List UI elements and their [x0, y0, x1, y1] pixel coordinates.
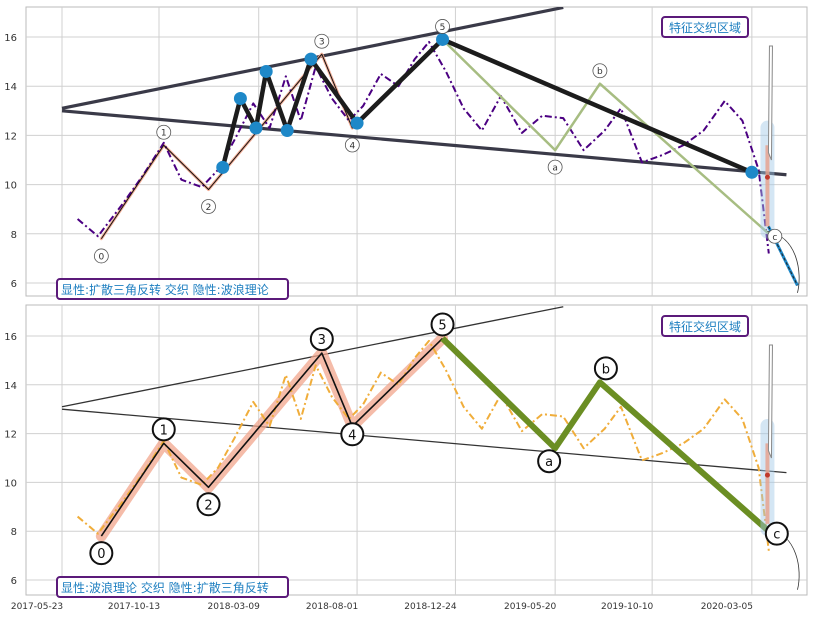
bottom-callout-arrow: [767, 344, 773, 459]
top-callout-arrow: [767, 45, 773, 161]
top-triangle-point: [304, 52, 318, 66]
bottom-wave-label-circle: [537, 449, 562, 474]
top-wave-label: 2: [206, 203, 212, 213]
top-y-tick-label: 10: [4, 181, 17, 192]
top-y-tick-label: 16: [4, 33, 17, 44]
top-wave-label: a: [552, 164, 558, 174]
bottom-zone-label-box: [661, 315, 749, 337]
top-wave-label: 5: [440, 23, 446, 33]
bottom-wave-label: 1: [160, 423, 168, 438]
bottom-wave-label: 2: [204, 498, 212, 513]
bottom-abc-line: [440, 336, 771, 534]
top-caption: 显性:扩散三角反转 交织 隐性:波浪理论: [61, 282, 269, 297]
x-tick-label: 2018-08-01: [306, 602, 358, 612]
x-tick-label: 2018-03-09: [208, 602, 261, 612]
bottom-caption: 显性:波浪理论 交织 隐性:扩散三角反转: [61, 580, 269, 595]
bottom-wave-label-circle: [151, 417, 176, 442]
top-wave-label: c: [772, 233, 777, 243]
top-wave-label-circle: [93, 248, 109, 264]
bottom-wave-label-circle: [764, 521, 789, 546]
top-triangle-point: [350, 116, 364, 130]
top-triangle-point: [745, 165, 759, 179]
top-wave-label: b: [597, 67, 603, 77]
x-tick-label: 2019-10-10: [601, 602, 654, 612]
top-triangle-point: [259, 64, 273, 78]
x-tick-label: 2020-03-05: [701, 602, 753, 612]
top-y-tick-label: 12: [4, 131, 17, 142]
top-triangle-point: [249, 121, 263, 135]
top-wave-label-circle: [435, 19, 450, 34]
top-trend-line-lower: [61, 109, 787, 177]
top-triangle-point: [436, 32, 450, 46]
bottom-zone-dot: [764, 472, 770, 478]
x-tick-label: 2019-05-20: [504, 602, 557, 612]
bottom-wave-label-circle: [593, 356, 618, 381]
bottom-y-tick-label: 12: [4, 430, 17, 441]
top-wave-label: 0: [98, 252, 104, 262]
bottom-plot-area: 0 1 2 3 4 5 a b c: [61, 306, 800, 590]
top-y-tick-label: 6: [11, 279, 17, 290]
bottom-wave-label-circle: [309, 327, 334, 352]
top-price-series: [76, 40, 770, 254]
top-abc-line: [441, 38, 770, 235]
bottom-caption-box: [56, 576, 289, 598]
top-wave-label: 3: [319, 38, 325, 48]
top-zone-label: 特征交织区域: [669, 20, 741, 35]
bottom-wave-label: 5: [438, 318, 446, 333]
top-y-tick-label: 14: [4, 82, 17, 93]
bottom-zone-label: 特征交织区域: [669, 319, 741, 334]
bottom-wave-line: [100, 337, 444, 537]
top-triangle-point: [233, 92, 247, 105]
bottom-y-tick-label: 14: [4, 381, 17, 392]
top-plot-frame: [25, 6, 808, 297]
bottom-wave-label: 3: [318, 333, 326, 348]
top-wave-label-circle: [547, 159, 563, 175]
top-wave-label-circle: [314, 33, 330, 49]
top-wave-label-circle: [767, 228, 783, 244]
bottom-wave-label: b: [602, 362, 610, 377]
top-wave-label-circle: [344, 137, 360, 153]
bottom-price-series: [76, 339, 770, 551]
top-y-tick-label: 8: [11, 230, 17, 241]
bottom-wave-label: 4: [348, 428, 356, 443]
bottom-wave-label-circle: [430, 312, 455, 337]
top-wave-label-circle: [592, 63, 608, 79]
bottom-y-tick-label: 16: [4, 332, 17, 343]
x-tick-label: 2017-05-23: [11, 602, 63, 612]
x-tick-label: 2018-12-24: [404, 602, 457, 612]
bottom-wave-label: c: [773, 528, 780, 543]
bottom-wave-label-circle: [196, 492, 221, 517]
top-triangle-point: [280, 123, 294, 137]
top-wave-label: 4: [349, 142, 355, 152]
bottom-y-tick-label: 8: [11, 527, 17, 538]
top-wave-label-circle: [201, 199, 216, 214]
top-wave-label: 1: [161, 129, 167, 139]
top-wave-label-circle: [156, 124, 172, 140]
bottom-wave-label-circle: [89, 541, 114, 566]
top-triangle-point: [216, 160, 230, 174]
top-zone-label-box: [661, 16, 749, 38]
bottom-plot-frame: [25, 304, 808, 596]
top-plot-area: 0 1 2 3 4 5 a b c: [61, 7, 800, 293]
bottom-y-tick-label: 6: [11, 576, 17, 587]
top-caption-box: [56, 278, 289, 300]
bottom-wave-label: 0: [97, 547, 105, 562]
bottom-wave-label-circle: [340, 422, 365, 447]
top-zone-dot: [764, 174, 770, 180]
bottom-wave-label: a: [545, 455, 553, 470]
x-tick-label: 2017-10-13: [108, 602, 160, 612]
bottom-y-tick-label: 10: [4, 478, 17, 489]
bottom-trend-line-lower: [61, 408, 787, 474]
